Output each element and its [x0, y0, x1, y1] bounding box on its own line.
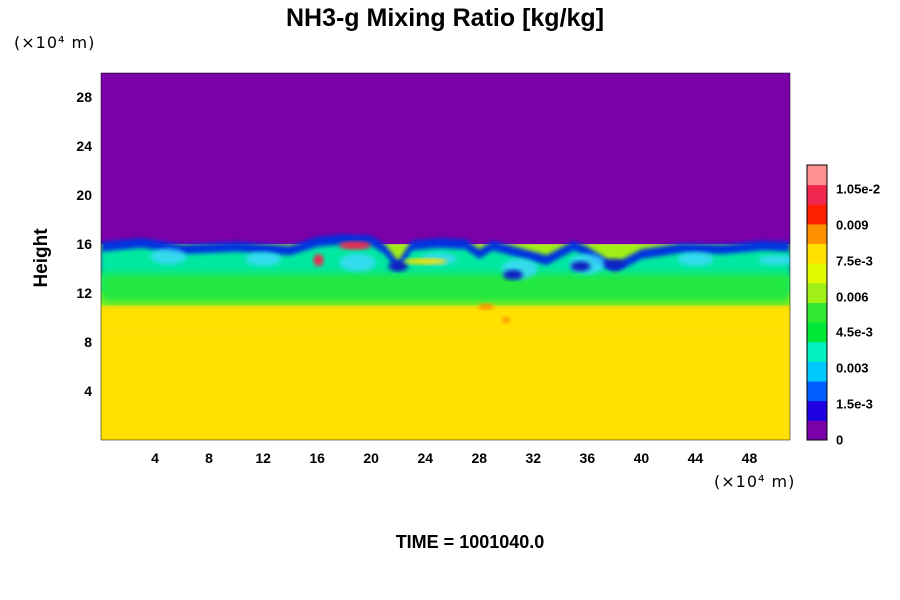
heatmap-region-2 [101, 305, 790, 330]
heatmap-region-3 [101, 329, 790, 440]
x-tick-label: 48 [741, 450, 758, 466]
colorbar-label: 0 [836, 432, 844, 448]
blue-filament-0 [388, 261, 409, 272]
colorbar-swatch [807, 165, 827, 186]
cyan-filament-0 [150, 248, 187, 265]
colorbar-label: 0.009 [836, 217, 869, 233]
blue-filament-2 [570, 261, 591, 272]
y-tick-label: 20 [76, 187, 92, 204]
plot-frame [100, 72, 791, 441]
colorbar-swatch [807, 184, 827, 205]
x-tick-label: 16 [309, 450, 325, 466]
y-axis-unit: (×10⁴ m) [14, 33, 96, 52]
blue-filament-3 [604, 258, 625, 269]
colorbar-label: 0.006 [836, 289, 869, 305]
colorbar-swatch [807, 361, 827, 382]
colorbar-swatch [807, 243, 827, 264]
colorbar-swatch [807, 263, 827, 284]
cyan-filament-2 [339, 253, 376, 272]
colorbar-swatch [807, 302, 827, 323]
blue-filament-1 [503, 269, 524, 280]
x-tick-label: 24 [417, 450, 434, 466]
heatmap-region-0 [101, 73, 790, 245]
cyan-filament-6 [677, 251, 714, 266]
colorbar-swatch [807, 400, 827, 421]
colorbar-frame [806, 164, 828, 441]
x-tick-label: 40 [633, 450, 650, 466]
hotspot-1 [338, 241, 371, 250]
y-tick-label: 28 [76, 89, 92, 106]
colorbar-label: 0.003 [836, 360, 869, 376]
y-tick-label: 8 [84, 334, 92, 351]
cyan-filament-1 [245, 251, 282, 266]
mixing-green [101, 273, 790, 303]
colorbar-swatch [807, 204, 827, 225]
x-axis-unit: (×10⁴ m) [714, 472, 796, 491]
x-tick-label: 8 [205, 450, 213, 466]
colorbar-swatch [807, 381, 827, 402]
colorbar-label: 7.5e-3 [836, 253, 873, 269]
chart-title: NH3-g Mixing Ratio [kg/kg] [285, 4, 605, 32]
hotspot-2 [403, 258, 448, 265]
colorbar-label: 4.5e-3 [836, 324, 873, 340]
x-tick-label: 44 [687, 450, 704, 466]
hotspot-0 [313, 254, 324, 267]
hotspot-4 [478, 303, 495, 310]
colorbar-swatch [807, 223, 827, 245]
y-tick-label: 12 [76, 285, 92, 302]
x-tick-label: 32 [525, 450, 542, 466]
x-tick-label: 12 [255, 450, 271, 466]
colorbar-swatch [807, 322, 827, 343]
x-tick-label: 4 [151, 450, 159, 466]
colorbar-swatch [807, 420, 827, 441]
y-tick-label: 24 [76, 138, 92, 155]
colorbar-label: 1.5e-3 [836, 396, 873, 412]
x-tick-label: 28 [471, 450, 488, 466]
hotspot-3 [502, 317, 511, 324]
heatmap-field [101, 73, 790, 440]
y-tick-label: 4 [84, 383, 92, 400]
colorbar-label: 1.05e-2 [836, 181, 881, 197]
x-tick-label: 36 [579, 450, 596, 466]
colorbar [806, 164, 828, 441]
colorbar-swatch [807, 282, 827, 303]
y-tick-label: 16 [76, 236, 92, 253]
colorbar-swatch [807, 341, 827, 362]
time-label: TIME = 1001040.0 [395, 532, 545, 552]
cyan-filament-7 [758, 255, 790, 266]
x-tick-label: 20 [363, 450, 379, 466]
